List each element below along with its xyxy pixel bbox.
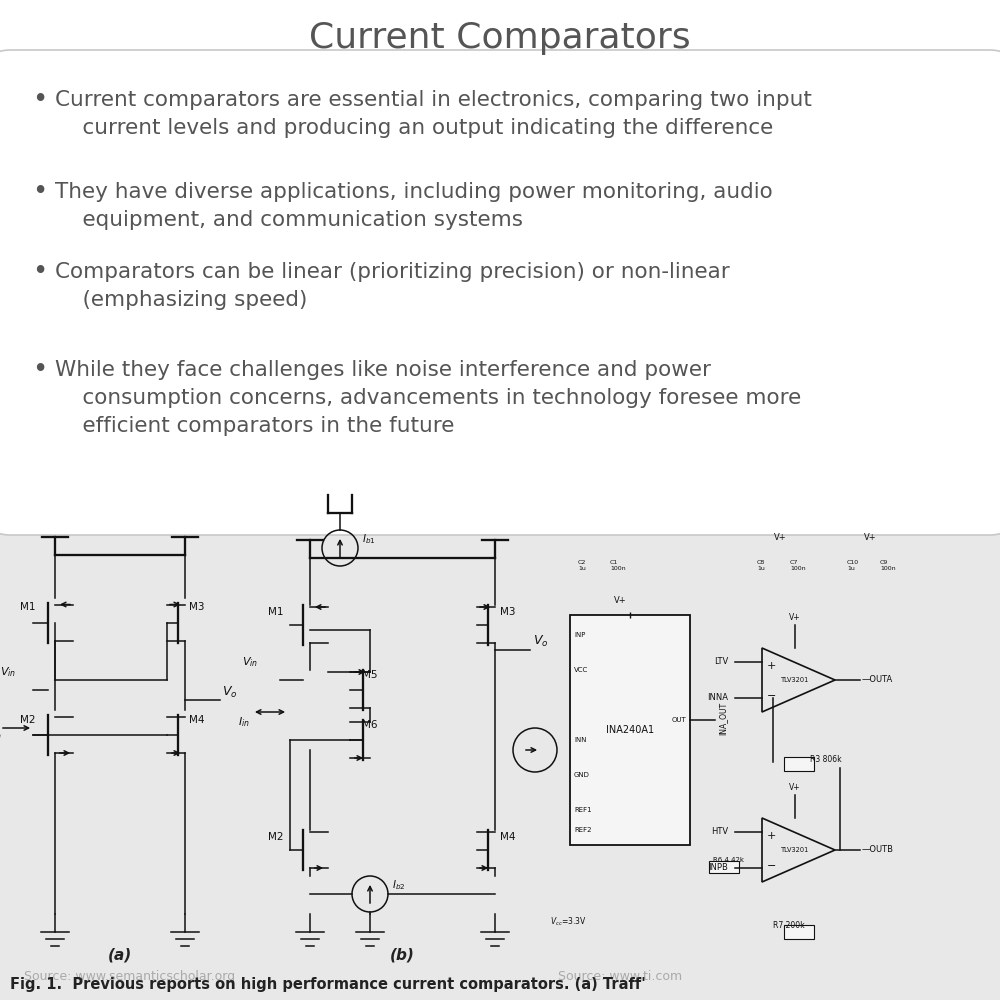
Text: •: • [32,179,47,205]
Text: $V_{in}$: $V_{in}$ [0,665,16,679]
Text: V+: V+ [864,533,876,542]
Text: M3: M3 [500,607,516,617]
Text: C7
100n: C7 100n [790,560,806,571]
Text: They have diverse applications, including power monitoring, audio
    equipment,: They have diverse applications, includin… [55,182,773,230]
Text: −: − [767,861,776,871]
Text: +: + [767,661,776,671]
Text: INNA: INNA [707,694,728,702]
Text: HTV: HTV [711,828,728,836]
Text: M1: M1 [20,602,36,612]
Text: C8
1u: C8 1u [757,560,765,571]
Text: (a): (a) [108,947,132,962]
Text: (b): (b) [390,947,414,962]
Text: R3 806k: R3 806k [810,755,842,764]
Text: M4: M4 [500,832,516,842]
Text: $I_{in}$: $I_{in}$ [238,715,250,729]
Text: Current Comparators: Current Comparators [309,21,691,55]
FancyBboxPatch shape [784,757,814,771]
Text: —OUTA: —OUTA [862,676,893,684]
Text: V+: V+ [789,783,801,792]
Text: M6: M6 [362,720,378,730]
Text: V+: V+ [789,613,801,622]
Text: C1
100n: C1 100n [610,560,626,571]
Text: TLV3201: TLV3201 [781,677,809,683]
Text: Fig. 1.  Previous reports on high performance current comparators. (a) Traff': Fig. 1. Previous reports on high perform… [10,977,646,992]
Text: Source: www.ti.com: Source: www.ti.com [558,970,682,983]
Text: TLV3201: TLV3201 [781,847,809,853]
Text: M2: M2 [268,832,284,842]
Text: Comparators can be linear (prioritizing precision) or non-linear
    (emphasizin: Comparators can be linear (prioritizing … [55,262,730,310]
Text: Source: www.semanticscholar.org: Source: www.semanticscholar.org [24,970,236,983]
Text: C9
100n: C9 100n [880,560,896,571]
FancyBboxPatch shape [0,515,1000,1000]
Text: C2
1u: C2 1u [578,560,586,571]
Text: LTV: LTV [714,658,728,666]
Text: VCC: VCC [574,667,588,673]
Text: $V_{in}$: $V_{in}$ [242,655,258,669]
Text: OUT: OUT [671,717,686,723]
Text: M1: M1 [268,607,284,617]
Text: INA_OUT: INA_OUT [718,701,727,735]
Text: While they face challenges like noise interference and power
    consumption con: While they face challenges like noise in… [55,360,801,436]
Text: INPB: INPB [708,863,728,872]
Text: •: • [32,259,47,285]
Text: GND: GND [574,772,590,778]
Text: M5: M5 [362,670,378,680]
Text: −: − [767,691,776,701]
Text: M3: M3 [189,602,205,612]
Text: INN: INN [574,737,586,743]
Text: REF1: REF1 [574,807,592,813]
FancyBboxPatch shape [0,50,1000,535]
Text: —OUTB: —OUTB [862,846,894,854]
Text: C10
1u: C10 1u [847,560,859,571]
FancyBboxPatch shape [709,861,739,873]
Text: $V_o$: $V_o$ [222,685,238,700]
Text: M2: M2 [20,715,36,725]
Text: $I_{b1}$: $I_{b1}$ [362,532,376,546]
Text: $I_{in}$: $I_{in}$ [0,728,2,742]
FancyBboxPatch shape [570,615,690,845]
Text: V+: V+ [614,596,626,605]
Text: •: • [32,87,47,113]
Text: REF2: REF2 [574,827,592,833]
Text: +: + [767,831,776,841]
Text: $V_o$: $V_o$ [533,634,549,649]
Text: M4: M4 [189,715,205,725]
Text: R7 200k: R7 200k [773,921,805,930]
Text: INP: INP [574,632,585,638]
Text: INA240A1: INA240A1 [606,725,654,735]
Text: Current comparators are essential in electronics, comparing two input
    curren: Current comparators are essential in ele… [55,90,812,138]
Text: •: • [32,357,47,383]
Text: $I_{b2}$: $I_{b2}$ [392,878,406,892]
Text: R6 4.42k: R6 4.42k [713,857,744,863]
Text: $V_{cc}$=3.3V: $V_{cc}$=3.3V [550,916,587,928]
FancyBboxPatch shape [784,925,814,939]
Text: V+: V+ [774,533,786,542]
